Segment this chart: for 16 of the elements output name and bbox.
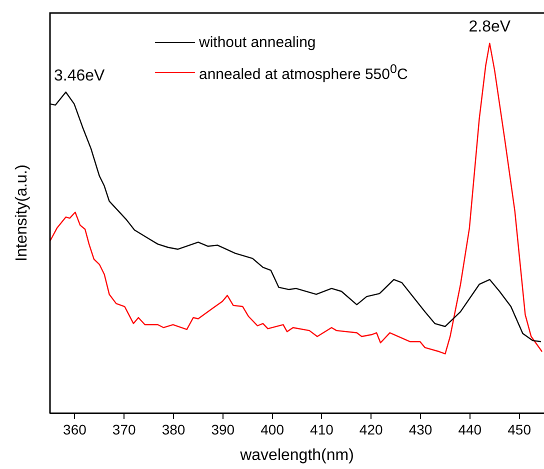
legend-label: annealed at atmosphere 550$^{0}$C: [199, 62, 408, 82]
x-tick-label: 440: [458, 421, 482, 438]
annotation: 2.8eV: [468, 18, 511, 36]
x-tick-label: 430: [408, 421, 432, 438]
x-tick-label: 390: [211, 421, 235, 438]
annotation: 3.46eV: [54, 68, 106, 85]
x-axis-title: wavelength(nm): [239, 446, 354, 464]
x-tick-label: 380: [162, 421, 186, 438]
x-tick-label: 400: [260, 421, 284, 438]
legend-label: without annealing: [199, 34, 316, 50]
y-axis-title: Intensity(a.u.): [13, 164, 30, 262]
x-tick-label: 450: [508, 421, 532, 438]
x-tick-label: 420: [359, 421, 383, 438]
x-tick-label: 370: [112, 421, 136, 438]
x-tick-label: 410: [310, 421, 334, 438]
x-tick-label: 360: [63, 421, 87, 438]
